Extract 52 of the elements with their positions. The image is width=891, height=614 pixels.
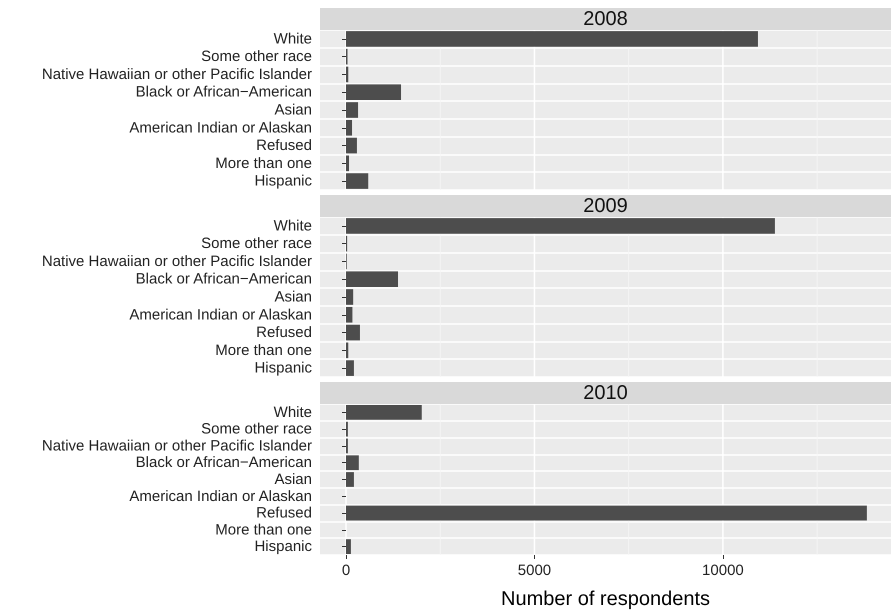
- y-tick-label: Black or African−American: [136, 270, 312, 288]
- y-tick-label: White: [274, 30, 312, 48]
- y-tick-label: Black or African−American: [136, 454, 312, 472]
- x-tick-label: 5000: [518, 562, 552, 579]
- bar: [346, 506, 867, 520]
- y-tick-label: Asian: [274, 471, 312, 488]
- bar: [346, 218, 775, 234]
- y-tick-label: American Indian or Alaskan: [129, 306, 312, 324]
- y-tick-label: Refused: [256, 324, 312, 342]
- chart-title: 2008: [320, 8, 891, 30]
- bar: [346, 120, 352, 136]
- y-tick-label: Refused: [256, 504, 312, 522]
- bar: [346, 156, 350, 172]
- bar: [346, 360, 354, 376]
- y-tick-label: Hispanic: [254, 360, 312, 377]
- bar: [346, 472, 354, 487]
- y-tick-label: Black or African−American: [136, 84, 312, 101]
- y-tick-label: Some other race: [201, 48, 312, 66]
- y-tick-label: American Indian or Alaskan: [129, 119, 312, 136]
- y-tick-label: More than one: [215, 342, 312, 359]
- y-tick-label: Hispanic: [254, 538, 312, 556]
- bar: [346, 31, 758, 47]
- y-tick-label: More than one: [215, 521, 312, 538]
- chart-title: 2009: [320, 195, 891, 217]
- bar: [346, 455, 359, 470]
- bar: [346, 405, 422, 420]
- bar: [346, 271, 398, 288]
- y-tick-label: Native Hawaiian or other Pacific Islander: [42, 437, 312, 454]
- bar: [346, 306, 352, 323]
- y-tick-label: Refused: [256, 137, 312, 154]
- bar: [346, 289, 354, 305]
- y-tick-label: Native Hawaiian or other Pacific Islander: [42, 252, 312, 270]
- x-tick-label: 10000: [702, 562, 744, 579]
- y-tick-label: Asian: [274, 102, 312, 118]
- bar: [346, 138, 357, 154]
- bar: [346, 539, 351, 554]
- bar: [346, 324, 360, 340]
- bar: [346, 84, 402, 100]
- y-tick-label: White: [274, 404, 312, 421]
- bar: [346, 173, 368, 189]
- y-tick-label: More than one: [215, 154, 312, 172]
- y-tick-label: American Indian or Alaskan: [129, 488, 312, 505]
- y-tick-label: Native Hawaiian or other Pacific Islander: [42, 66, 312, 83]
- y-tick-label: Hispanic: [254, 172, 312, 190]
- bar: [346, 102, 358, 118]
- y-tick-label: Asian: [274, 288, 312, 306]
- chart-title: 2010: [320, 382, 891, 404]
- y-tick-label: Some other race: [201, 235, 312, 252]
- y-tick-label: White: [274, 217, 312, 234]
- x-tick-label: 0: [342, 562, 350, 579]
- x-axis-title: Number of respondents: [500, 588, 710, 610]
- y-tick-label: Some other race: [201, 420, 312, 438]
